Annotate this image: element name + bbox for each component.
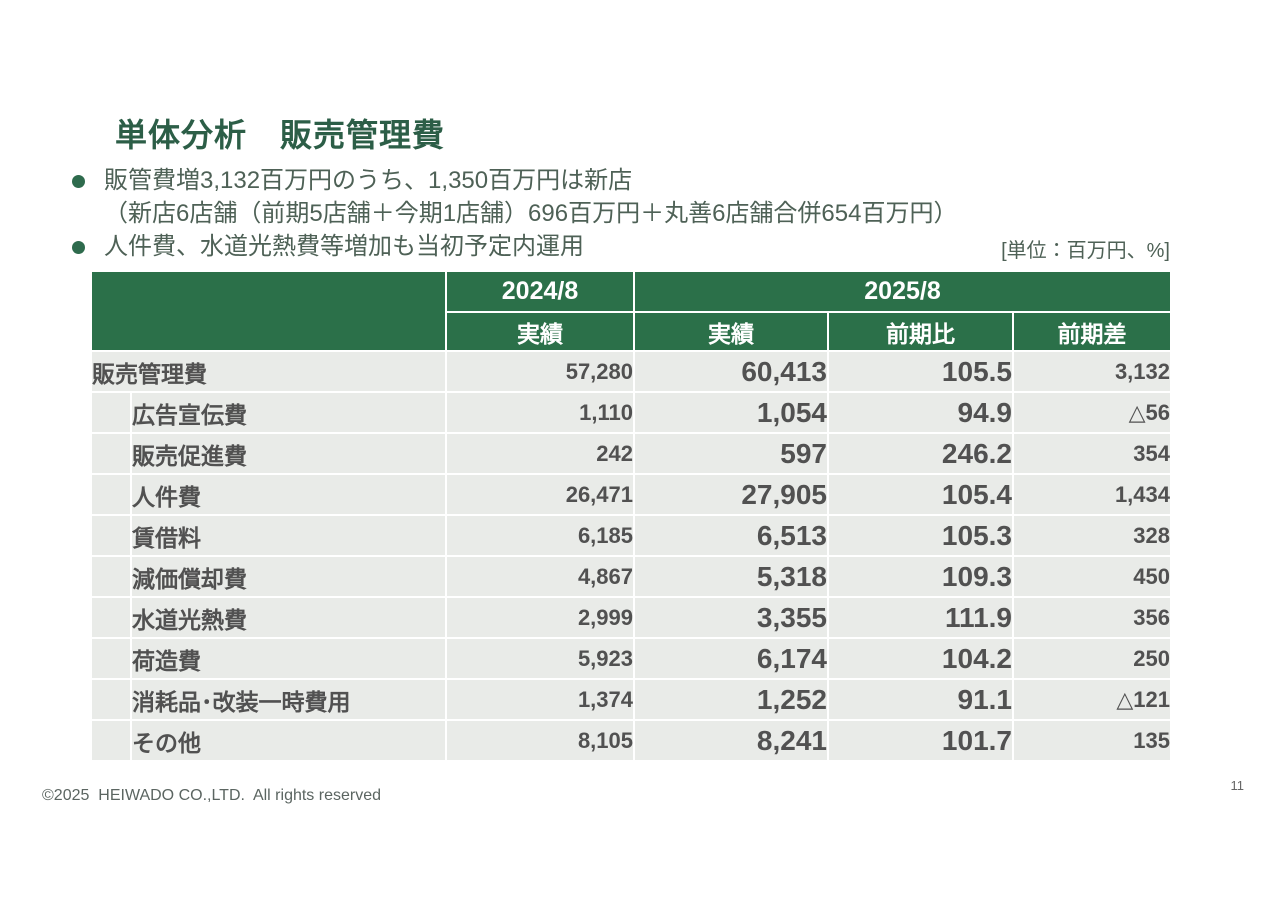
cell-actual-2024: 2,999 [445, 596, 635, 639]
cell-actual-2025: 3,355 [633, 596, 829, 639]
cell-yoy-ratio: 104.2 [827, 637, 1014, 680]
cell-indent [90, 391, 132, 434]
cell-actual-2025: 27,905 [633, 473, 829, 516]
cell-indent [90, 719, 132, 762]
table-row: 減価償却費 4,867 5,318 109.3 450 [90, 555, 1172, 598]
cell-actual-2024: 242 [445, 432, 635, 475]
cell-label: その他 [130, 719, 447, 762]
cell-actual-2024: 5,923 [445, 637, 635, 680]
units-label: [単位：百万円、%] [1001, 240, 1170, 262]
cell-yoy-ratio: 246.2 [827, 432, 1014, 475]
table-row: 賃借料 6,185 6,513 105.3 328 [90, 514, 1172, 557]
cell-yoy-ratio: 105.5 [827, 350, 1014, 393]
table-row: 販売促進費 242 597 246.2 354 [90, 432, 1172, 475]
cell-yoy-ratio: 109.3 [827, 555, 1014, 598]
cell-actual-2025: 6,174 [633, 637, 829, 680]
cell-indent [90, 637, 132, 680]
page-number: 11 [1230, 778, 1245, 793]
cell-indent [90, 555, 132, 598]
cell-yoy-diff: 135 [1012, 719, 1172, 762]
table-header-row-subs: 実績 実績 前期比 前期差 [91, 311, 1172, 352]
header-2025: 2025/8 [633, 270, 1172, 313]
cell-indent [90, 473, 132, 516]
cell-yoy-diff: 328 [1012, 514, 1172, 557]
cell-label: 減価償却費 [130, 555, 447, 598]
cell-actual-2024: 1,110 [445, 391, 635, 434]
bullet-line: （新店6店舗（前期5店舗＋今期1店舗）696百万円＋丸善6店舗合併654百万円） [104, 200, 958, 227]
cell-actual-2025: 597 [633, 432, 829, 475]
copyright-text: ©2025 HEIWADO CO.,LTD. All rights reserv… [42, 787, 381, 804]
cell-yoy-ratio: 105.4 [827, 473, 1014, 516]
table-header-row-years: 2024/8 2025/8 [90, 270, 1172, 352]
cell-yoy-ratio: 105.3 [827, 514, 1014, 557]
cell-label: 広告宣伝費 [130, 391, 447, 434]
cell-indent [90, 514, 132, 557]
table-row: 水道光熱費 2,999 3,355 111.9 356 [90, 596, 1172, 639]
header-yoy-diff: 前期差 [1012, 311, 1172, 352]
sga-table: 2024/8 2025/8 実績 実績 前期比 前期差 販売管理費 57,280… [90, 270, 1172, 762]
cell-label: 荷造費 [130, 637, 447, 680]
cell-yoy-diff: △56 [1012, 391, 1172, 434]
bullet-icon [72, 241, 85, 254]
table-row: 消耗品･改装一時費用 1,374 1,252 91.1 △121 [90, 678, 1172, 721]
bullet-item: 販管費増3,132百万円のうち、1,350百万円は新店 （新店6店舗（前期5店舗… [72, 164, 1132, 230]
cell-indent [90, 432, 132, 475]
cell-yoy-diff: 356 [1012, 596, 1172, 639]
cell-actual-2025: 60,413 [633, 350, 829, 393]
cell-indent [90, 678, 132, 721]
cell-label: 人件費 [130, 473, 447, 516]
cell-yoy-diff: 1,434 [1012, 473, 1172, 516]
cell-label: 販売管理費 [90, 350, 447, 393]
header-yoy-ratio: 前期比 [827, 311, 1014, 352]
cell-actual-2024: 1,374 [445, 678, 635, 721]
bullet-item: 人件費、水道光熱費等増加も当初予定内運用 [72, 230, 1132, 263]
cell-yoy-diff: △121 [1012, 678, 1172, 721]
bullet-line: 販管費増3,132百万円のうち、1,350百万円は新店 [104, 167, 633, 194]
cell-actual-2025: 1,252 [633, 678, 829, 721]
bullet-text: 販管費増3,132百万円のうち、1,350百万円は新店 （新店6店舗（前期5店舗… [104, 164, 957, 230]
cell-label: 消耗品･改装一時費用 [130, 678, 447, 721]
cell-yoy-diff: 3,132 [1012, 350, 1172, 393]
table-row: その他 8,105 8,241 101.7 135 [90, 719, 1172, 762]
cell-actual-2025: 6,513 [633, 514, 829, 557]
cell-actual-2025: 1,054 [633, 391, 829, 434]
cell-actual-2024: 4,867 [445, 555, 635, 598]
cell-yoy-diff: 250 [1012, 637, 1172, 680]
header-label-cell [90, 270, 447, 352]
cell-label: 水道光熱費 [130, 596, 447, 639]
page-title: 単体分析 販売管理費 [115, 117, 446, 153]
cell-indent [90, 596, 132, 639]
cell-yoy-diff: 450 [1012, 555, 1172, 598]
cell-yoy-ratio: 91.1 [827, 678, 1014, 721]
cell-actual-2024: 57,280 [445, 350, 635, 393]
cell-yoy-ratio: 111.9 [827, 596, 1014, 639]
cell-actual-2024: 26,471 [445, 473, 635, 516]
cell-label: 販売促進費 [130, 432, 447, 475]
header-2025-actual: 実績 [633, 311, 829, 352]
cell-actual-2025: 8,241 [633, 719, 829, 762]
table-row: 販売管理費 57,280 60,413 105.5 3,132 [90, 350, 1172, 393]
table-row: 荷造費 5,923 6,174 104.2 250 [90, 637, 1172, 680]
cell-actual-2025: 5,318 [633, 555, 829, 598]
bullet-icon [72, 175, 85, 188]
cell-actual-2024: 6,185 [445, 514, 635, 557]
bullet-text: 人件費、水道光熱費等増加も当初予定内運用 [104, 230, 584, 263]
cell-yoy-diff: 354 [1012, 432, 1172, 475]
table-row: 人件費 26,471 27,905 105.4 1,434 [90, 473, 1172, 516]
cell-actual-2024: 8,105 [445, 719, 635, 762]
cell-yoy-ratio: 94.9 [827, 391, 1014, 434]
table-row: 広告宣伝費 1,110 1,054 94.9 △56 [90, 391, 1172, 434]
cell-label: 賃借料 [130, 514, 447, 557]
bullet-list: 販管費増3,132百万円のうち、1,350百万円は新店 （新店6店舗（前期5店舗… [72, 164, 1132, 263]
cell-yoy-ratio: 101.7 [827, 719, 1014, 762]
header-2024: 2024/8 [445, 270, 635, 313]
header-2024-actual: 実績 [445, 311, 635, 352]
bullet-line: 人件費、水道光熱費等増加も当初予定内運用 [104, 233, 584, 260]
